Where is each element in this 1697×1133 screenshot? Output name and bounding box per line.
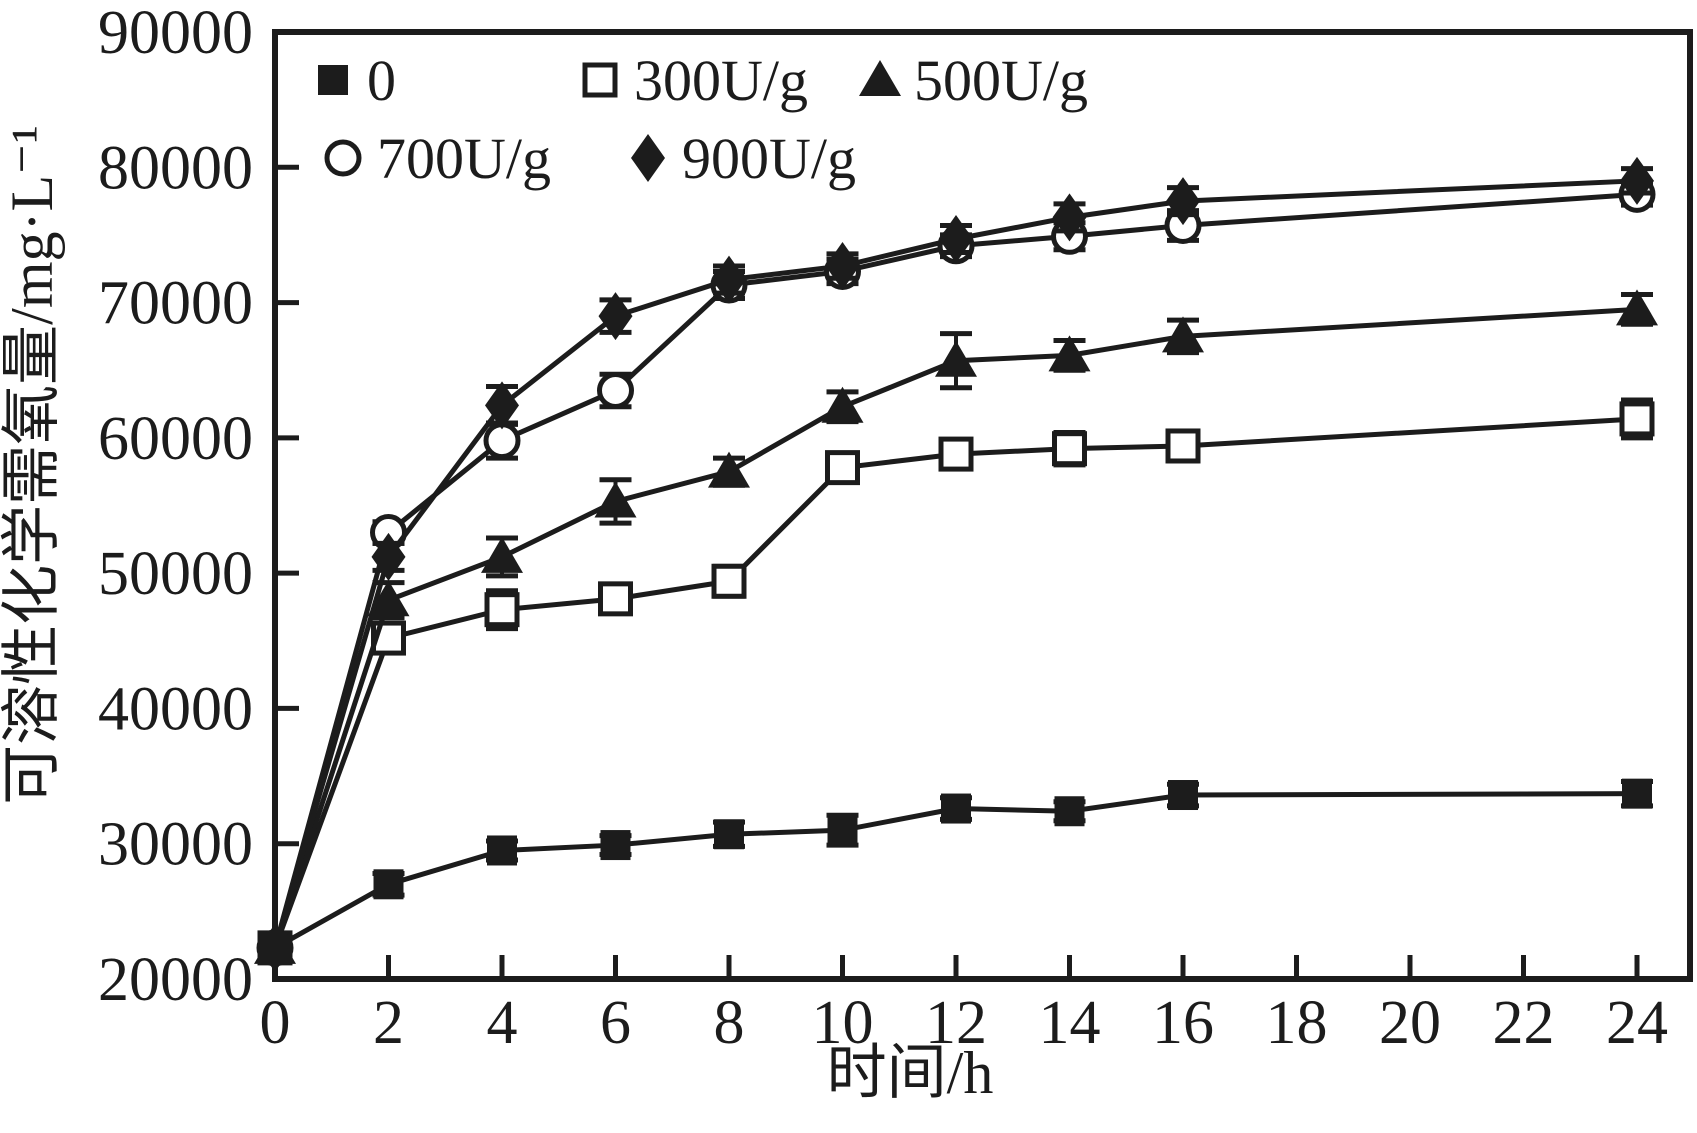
filled-square-marker [941,793,971,824]
x-tick-label: 6 [600,989,631,1057]
legend-item-300U-g: 300U/g [582,48,808,113]
open-square-marker [825,450,860,486]
filled-diamond-marker [1620,156,1654,205]
legend-item-label: 700U/g [377,126,551,191]
x-tick-label: 4 [487,989,518,1057]
filled-triangle-marker [594,481,637,518]
filled-diamond-marker [258,923,292,972]
filled-triangle-marker [481,536,523,573]
x-tick-label: 18 [1266,989,1328,1057]
legend-item-700U-g: 700U/g [324,126,551,191]
y-tick-label: 50000 [98,540,253,608]
y-tick-label: 70000 [98,270,253,338]
series-300U-g [257,397,1655,966]
open-square-marker [484,592,520,628]
series-line [272,416,1638,949]
legend-item-label: 900U/g [682,126,856,191]
y-tick-label: 90000 [98,0,253,67]
filled-diamond-marker [825,242,860,291]
x-tick-label: 0 [260,989,291,1057]
filled-diamond-marker [1052,193,1087,242]
filled-square-marker [600,830,631,861]
x-tick-label: 16 [1152,989,1214,1057]
series-line [272,306,1638,949]
x-tick-label: 22 [1493,989,1555,1057]
x-tick-label: 20 [1379,989,1441,1057]
series-line [273,791,1638,951]
y-tick-label: 20000 [98,946,253,1014]
filled-triangle-marker [935,340,977,377]
filled-square-marker [1168,780,1198,811]
filled-triangle-marker [1048,335,1091,372]
filled-triangle-marker [367,580,410,617]
y-tick-label: 30000 [98,811,253,879]
filled-square-legend-icon [318,65,348,95]
legend-item-label: 500U/g [914,48,1088,113]
x-tick-label: 24 [1606,989,1668,1057]
legend-item-500U-g: 500U/g [859,48,1088,113]
y-tick-label: 60000 [98,405,253,473]
open-square-marker [711,563,747,599]
series-layer [254,156,1658,972]
filled-square-marker [373,869,404,900]
filled-triangle-marker [1616,289,1658,326]
axes-frame [272,29,1693,982]
filled-diamond-legend-icon [631,134,665,182]
open-square-marker [1165,428,1201,464]
filled-diamond-marker [712,255,746,304]
open-circle-legend-icon [324,139,362,177]
x-tick-label: 14 [1039,989,1101,1057]
x-tick-label: 10 [812,989,874,1057]
filled-triangle-marker [708,451,750,488]
filled-diamond-marker [939,214,973,263]
y-tick-label: 80000 [98,134,253,202]
filled-square-marker [1622,778,1652,809]
series-line [272,178,1638,949]
filled-triangle-legend-icon [859,60,901,96]
series-0 [259,778,1653,963]
open-square-marker [1052,431,1087,467]
filled-diamond-marker [1166,177,1200,226]
legend-item-label: 300U/g [634,48,808,113]
filled-square-marker [714,819,744,850]
series-line [272,191,1638,949]
legend: 0 300U/g 500U/g 700U/g 900U/g [318,48,1088,191]
open-circle-marker [597,372,634,410]
x-tick-label: 12 [925,989,987,1057]
legend-item-0: 0 [318,48,396,113]
filled-diamond-marker [598,292,633,341]
filled-square-marker [487,835,517,866]
x-tick-label: 2 [373,989,404,1057]
filled-square-marker [1054,796,1085,827]
legend-item-label: 0 [367,48,396,113]
filled-diamond-marker [485,381,519,430]
open-square-legend-icon [582,62,618,98]
series-500U-g [254,289,1658,964]
y-axis-title: 可溶性化学需氧量/mg·L⁻¹ [0,125,65,805]
plot-area: 0 2 4 6 8 10 12 14 16 18 20 22 242000030000400005000… [98,0,1693,1057]
open-square-marker [1619,401,1655,437]
y-tick-label: 40000 [98,675,253,743]
legend-item-900U-g: 900U/g [631,126,856,191]
open-square-marker [938,436,974,472]
filled-square-marker [827,815,858,846]
filled-diamond-marker [371,532,406,581]
filled-triangle-marker [821,386,864,423]
filled-triangle-marker [1162,316,1204,353]
x-axis-title: 时间/h [827,1040,994,1106]
series-900U-g [258,156,1654,972]
open-square-marker [598,581,633,617]
x-tick-label: 8 [714,989,745,1057]
